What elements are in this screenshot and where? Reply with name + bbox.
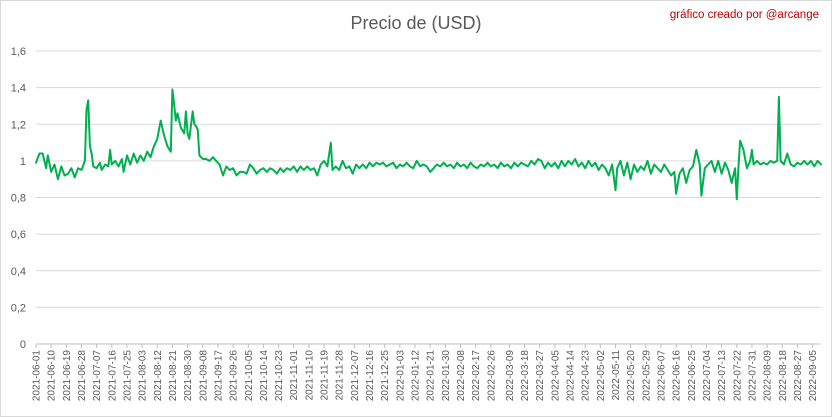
x-tick-label: 2021-11-01	[289, 350, 300, 401]
x-tick-label: 2022-09-05	[808, 350, 819, 402]
x-tick-label: 2021-08-30	[183, 350, 194, 402]
y-tick-label: 1,6	[11, 46, 26, 58]
x-tick-label: 2022-07-31	[747, 350, 758, 402]
x-tick-label: 2022-04-05	[550, 350, 561, 402]
x-tick-label: 2021-06-10	[47, 350, 58, 402]
x-tick-label: 2022-03-18	[520, 350, 531, 402]
x-tick-label: 2021-09-08	[198, 350, 209, 402]
x-tick-label: 2021-08-12	[153, 350, 164, 402]
x-tick-label: 2021-09-26	[229, 350, 240, 402]
x-tick-label: 2022-01-30	[441, 350, 452, 402]
y-tick-label: 0,2	[11, 302, 26, 314]
x-tick-label: 2022-01-12	[411, 350, 422, 402]
x-tick-label: 2022-03-27	[535, 350, 546, 402]
x-tick-label: 2021-10-05	[244, 350, 255, 402]
y-tick-label: 1	[20, 156, 26, 168]
x-tick-label: 2021-09-17	[213, 350, 224, 402]
x-tick-label: 2022-02-08	[456, 350, 467, 402]
x-tick-label: 2021-08-03	[138, 350, 149, 402]
x-tick-label: 2022-03-09	[505, 350, 516, 402]
x-tick-label: 2021-10-23	[274, 350, 285, 402]
x-tick-label: 2022-08-09	[763, 350, 774, 402]
x-tick-label: 2022-05-20	[626, 350, 637, 402]
y-tick-label: 0	[20, 339, 26, 351]
x-tick-label: 2022-08-18	[778, 350, 789, 402]
y-tick-label: 0,8	[11, 193, 26, 205]
x-tick-label: 2022-05-29	[641, 350, 652, 402]
x-tick-label: 2021-12-07	[350, 350, 361, 402]
x-tick-label: 2021-12-16	[365, 350, 376, 402]
x-tick-label: 2021-11-19	[320, 350, 331, 401]
x-tick-label: 2021-07-07	[92, 350, 103, 402]
y-tick-label: 1,4	[11, 83, 26, 95]
x-tick-label: 2022-06-16	[672, 350, 683, 402]
x-tick-label: 2022-01-21	[426, 350, 437, 402]
x-tick-label: 2021-12-25	[380, 350, 391, 402]
x-tick-label: 2021-08-21	[168, 350, 179, 402]
x-tick-label: 2022-08-27	[793, 350, 804, 402]
x-tick-label: 2022-06-07	[656, 350, 667, 402]
x-tick-label: 2022-04-23	[581, 350, 592, 402]
chart-title: Precio de (USD)	[350, 13, 482, 33]
x-tick-label: 2022-07-22	[732, 350, 743, 402]
x-tick-label: 2022-02-26	[486, 350, 497, 402]
x-tick-label: 2022-06-25	[687, 350, 698, 402]
x-tick-label: 2022-07-13	[717, 350, 728, 402]
x-tick-label: 2022-01-03	[395, 350, 406, 402]
x-tick-label: 2022-04-14	[566, 350, 577, 402]
y-tick-label: 0,4	[11, 266, 26, 278]
x-tick-label: 2021-11-10	[304, 350, 315, 401]
x-tick-label: 2021-06-19	[62, 350, 73, 402]
chart-credit: gráfico creado por @arcange	[669, 9, 819, 21]
x-tick-label: 2021-06-01	[32, 350, 43, 402]
x-tick-label: 2022-05-02	[596, 350, 607, 402]
x-tick-label: 2022-02-17	[471, 350, 482, 402]
x-tick-label: 2022-05-11	[611, 350, 622, 401]
y-tick-label: 1,2	[11, 119, 26, 131]
x-tick-label: 2021-06-28	[77, 350, 88, 402]
x-tick-label: 2022-07-04	[702, 350, 713, 402]
x-tick-label: 2021-10-14	[259, 350, 270, 402]
series-line	[35, 88, 822, 201]
x-tick-label: 2021-07-16	[107, 350, 118, 402]
y-tick-label: 0,6	[11, 229, 26, 241]
x-tick-label: 2021-07-25	[122, 350, 133, 402]
x-tick-label: 2021-11-28	[335, 350, 346, 401]
